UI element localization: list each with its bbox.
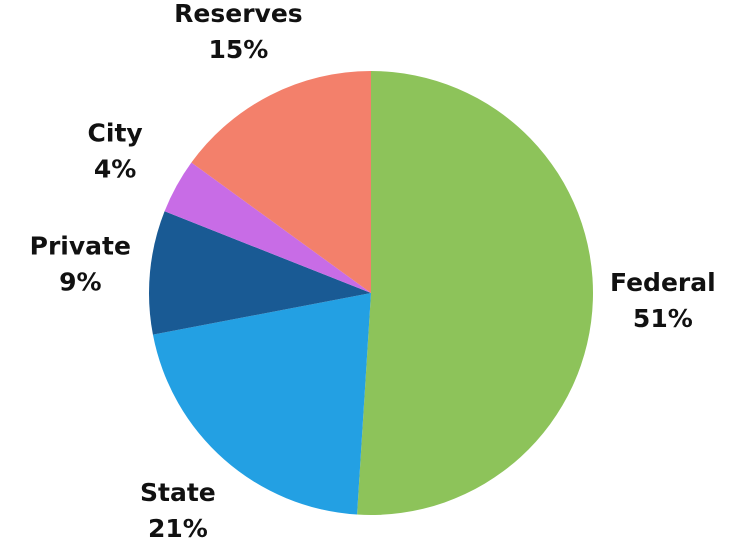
pie-slice [357,71,593,515]
slice-value-label: 9% [59,268,101,297]
pie-slice [149,211,371,335]
pie-slice [152,293,371,515]
slice-label: Reserves [174,0,303,28]
slice-value-label: 51% [633,304,693,333]
slice-label: Private [30,232,131,261]
slice-label: State [140,478,216,507]
slice-label: Federal [610,268,716,297]
pie-slice [191,71,371,293]
slice-value-label: 21% [148,514,208,543]
slice-label: City [88,118,143,147]
slice-value-label: 4% [94,154,136,183]
pie-slice [164,162,371,293]
slice-value-label: 15% [209,35,269,64]
